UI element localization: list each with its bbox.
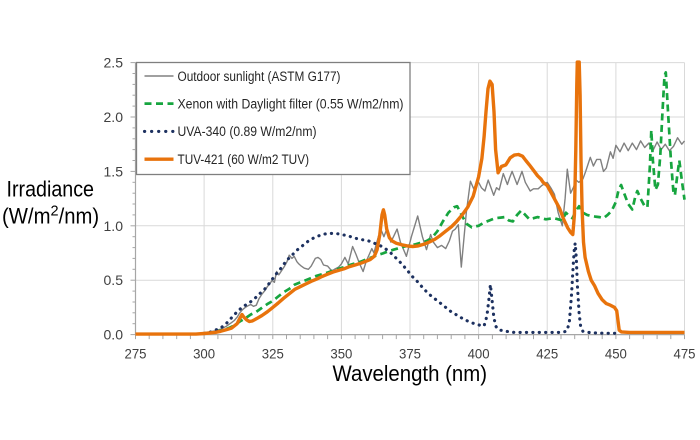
- svg-text:UVA-340 (0.89 W/m2/nm): UVA-340 (0.89 W/m2/nm): [178, 124, 317, 139]
- svg-text:2.0: 2.0: [104, 109, 124, 125]
- svg-text:1.5: 1.5: [104, 163, 124, 179]
- svg-text:TUV-421 (60 W/m2 TUV): TUV-421 (60 W/m2 TUV): [178, 152, 310, 167]
- svg-text:0.5: 0.5: [104, 272, 124, 288]
- svg-text:Wavelength (nm): Wavelength (nm): [333, 361, 488, 386]
- svg-text:0.0: 0.0: [104, 327, 124, 343]
- svg-text:Xenon with Daylight filter (0.: Xenon with Daylight filter (0.55 W/m2/nm…: [178, 96, 404, 111]
- svg-text:325: 325: [262, 346, 284, 362]
- svg-text:Irradiance: Irradiance: [7, 177, 95, 202]
- svg-text:300: 300: [193, 346, 215, 362]
- svg-text:275: 275: [125, 346, 147, 362]
- svg-text:1.0: 1.0: [104, 218, 124, 234]
- svg-text:425: 425: [536, 346, 558, 362]
- svg-text:375: 375: [399, 346, 421, 362]
- svg-text:400: 400: [468, 346, 490, 362]
- svg-text:(W/m2/nm): (W/m2/nm): [2, 204, 99, 229]
- svg-text:450: 450: [605, 346, 627, 362]
- svg-text:Outdoor sunlight (ASTM G177): Outdoor sunlight (ASTM G177): [178, 69, 341, 84]
- svg-text:2.5: 2.5: [104, 55, 124, 71]
- svg-text:350: 350: [330, 346, 352, 362]
- svg-text:475: 475: [674, 346, 696, 362]
